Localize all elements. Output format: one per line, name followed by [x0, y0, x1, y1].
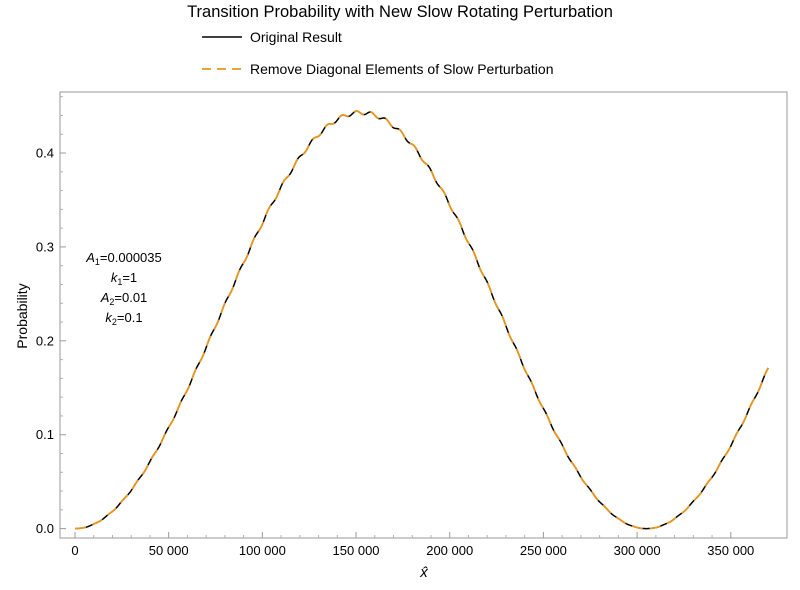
x-tick-label: 100 000	[239, 543, 286, 558]
y-axis-label: Probability	[14, 283, 30, 348]
x-axis-label: x̂	[419, 564, 428, 581]
annotation-line: k2=0.1	[105, 310, 142, 327]
series-line-remove-diagonal	[74, 110, 770, 530]
x-tick-label: 150 000	[333, 543, 380, 558]
y-axis-ticks: 0.0 0.1 0.2 0.3 0.4	[36, 96, 66, 536]
chart-title: Transition Probability with New Slow Rot…	[187, 3, 613, 21]
annotation-line: A2=0.01	[100, 290, 148, 307]
x-tick-label: 300 000	[614, 543, 661, 558]
legend: Original Result Remove Diagonal Elements…	[202, 29, 554, 77]
legend-label-remove-diagonal: Remove Diagonal Elements of Slow Perturb…	[250, 61, 554, 77]
series-line-original-result	[74, 110, 769, 530]
y-tick-label: 0.0	[36, 521, 54, 536]
annotation-line: k1=1	[111, 270, 137, 287]
x-tick-label: 250 000	[520, 543, 567, 558]
x-tick-label: 350 000	[707, 543, 754, 558]
y-tick-label: 0.1	[36, 427, 54, 442]
x-tick-label: 200 000	[426, 543, 473, 558]
y-tick-label: 0.4	[36, 146, 54, 161]
series-layer	[74, 110, 770, 530]
plot-frame	[59, 91, 788, 539]
x-axis-ticks: 0 50 000 100 000 150 000 200 000 250 000 300 0…	[71, 532, 754, 558]
x-tick-label: 50 000	[149, 543, 189, 558]
y-tick-label: 0.2	[36, 333, 54, 348]
x-tick-label: 0	[71, 543, 78, 558]
annotation-line: A1=0.000035	[85, 250, 162, 267]
parameter-annotation: A1=0.000035 k1=1 A2=0.01 k2=0.1	[85, 250, 162, 327]
legend-label-original: Original Result	[250, 29, 342, 45]
y-tick-label: 0.3	[36, 239, 54, 254]
